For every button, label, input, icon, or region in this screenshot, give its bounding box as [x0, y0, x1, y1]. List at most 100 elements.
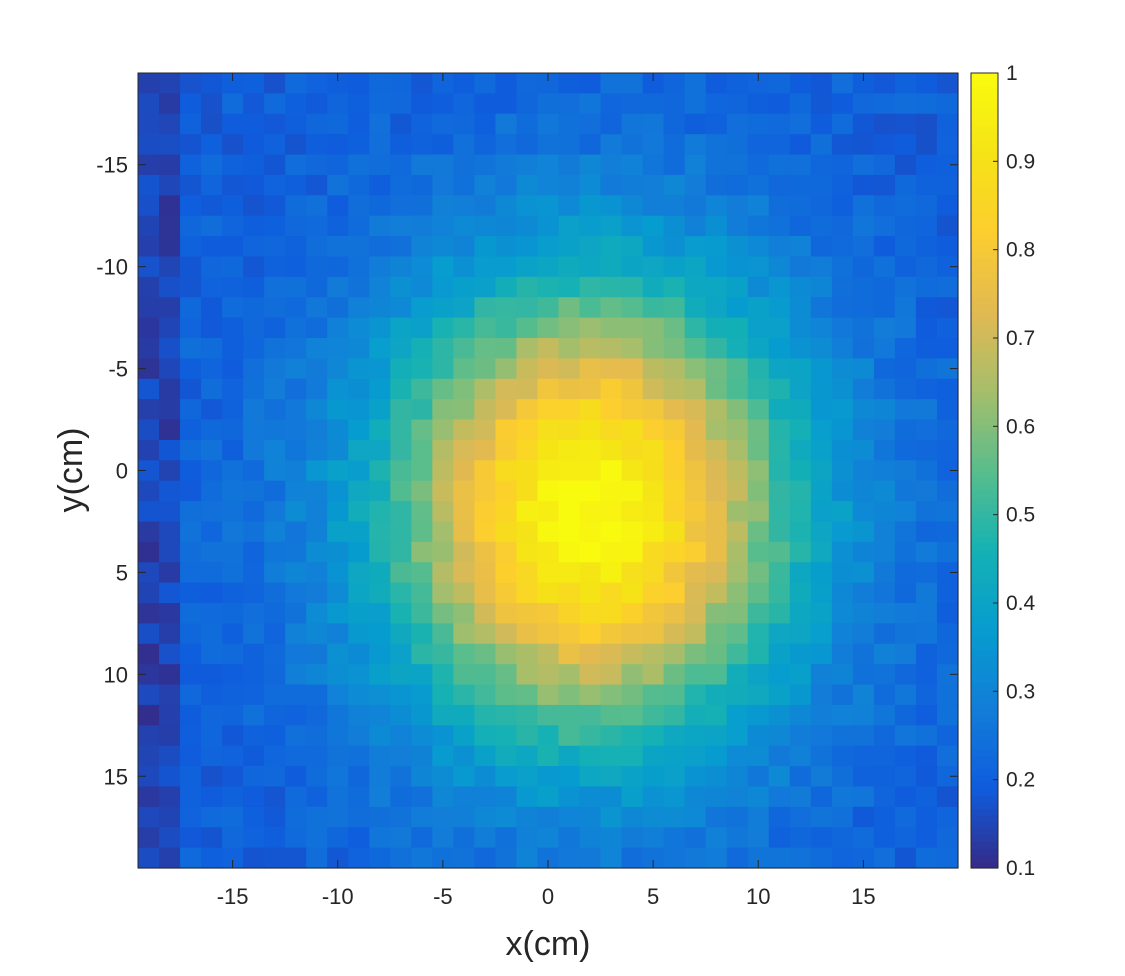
- heatmap-cell: [495, 643, 518, 665]
- colorbar-segment: [971, 251, 998, 260]
- heatmap-cell: [432, 541, 454, 563]
- heatmap-cell: [222, 174, 244, 196]
- heatmap-cell: [642, 541, 665, 563]
- heatmap-cell: [621, 195, 644, 217]
- heatmap-cell: [915, 297, 938, 319]
- heatmap-cell: [768, 480, 791, 502]
- heatmap-cell: [558, 501, 581, 523]
- heatmap-cell: [348, 73, 370, 94]
- heatmap-cell: [327, 154, 349, 176]
- heatmap-cell: [726, 704, 749, 726]
- heatmap-cell: [306, 582, 328, 604]
- heatmap-cell: [873, 419, 896, 441]
- heatmap-cell: [663, 276, 686, 298]
- heatmap-cell: [264, 276, 286, 298]
- heatmap-cell: [243, 562, 265, 584]
- colorbar-segment: [971, 285, 998, 293]
- heatmap-cell: [579, 521, 602, 543]
- heatmap-cell: [411, 623, 433, 645]
- heatmap-cell: [285, 501, 307, 523]
- heatmap-cell: [600, 113, 623, 135]
- heatmap-cell: [432, 297, 454, 319]
- heatmap-cell: [306, 664, 328, 686]
- heatmap-cell: [453, 603, 476, 624]
- heatmap-cell: [789, 684, 812, 706]
- heatmap-cell: [600, 439, 623, 461]
- colorbar-segment: [971, 563, 998, 571]
- heatmap-cell: [726, 480, 749, 502]
- heatmap-cell: [243, 338, 265, 359]
- heatmap-cell: [747, 358, 770, 380]
- heatmap-cell: [663, 827, 686, 849]
- heatmap-cell: [348, 358, 370, 380]
- heatmap-cell: [936, 806, 959, 828]
- heatmap-cell: [558, 113, 581, 135]
- heatmap-cell: [348, 501, 370, 523]
- heatmap-cell: [810, 93, 833, 115]
- heatmap-cell: [558, 827, 581, 849]
- heatmap-cell: [432, 582, 454, 604]
- heatmap-cell: [390, 358, 412, 380]
- heatmap-cell: [663, 643, 686, 665]
- heatmap-cell: [684, 643, 707, 665]
- heatmap-cell: [600, 603, 623, 624]
- heatmap-cell: [327, 73, 349, 94]
- heatmap-cell: [285, 195, 307, 217]
- heatmap-cell: [495, 501, 518, 523]
- heatmap-cell: [264, 358, 286, 380]
- heatmap-cell: [474, 745, 497, 767]
- heatmap-cell: [432, 684, 454, 706]
- heatmap-cell: [705, 541, 728, 563]
- heatmap-cell: [684, 297, 707, 319]
- heatmap-cell: [642, 215, 665, 237]
- heatmap-cell: [159, 215, 181, 237]
- heatmap-cell: [579, 827, 602, 849]
- heatmap-cell: [768, 725, 791, 747]
- heatmap-cell: [159, 113, 181, 135]
- colorbar-segment: [971, 569, 998, 578]
- heatmap-cell: [138, 664, 160, 686]
- heatmap-cell: [264, 745, 286, 767]
- heatmap-cell: [495, 215, 518, 237]
- heatmap-cell: [558, 419, 581, 441]
- heatmap-cell: [285, 827, 307, 849]
- heatmap-cell: [852, 358, 875, 380]
- heatmap-cell: [579, 297, 602, 319]
- heatmap-cell: [327, 704, 349, 726]
- heatmap-cell: [936, 93, 959, 115]
- heatmap-cell: [936, 134, 959, 156]
- heatmap-cell: [264, 786, 286, 808]
- heatmap-cell: [894, 358, 917, 380]
- heatmap-cell: [684, 256, 707, 278]
- heatmap-cell: [663, 623, 686, 645]
- colorbar-segment: [971, 709, 998, 717]
- heatmap-cell: [285, 704, 307, 726]
- heatmap-cell: [537, 725, 560, 747]
- heatmap-cell: [201, 73, 223, 94]
- heatmap-cell: [558, 806, 581, 828]
- heatmap-cell: [726, 786, 749, 808]
- heatmap-cell: [201, 847, 223, 869]
- heatmap-cell: [705, 399, 728, 421]
- heatmap-cell: [705, 480, 728, 502]
- heatmap-cell: [369, 745, 391, 767]
- heatmap-cell: [138, 480, 160, 502]
- colorbar-segment: [971, 556, 998, 564]
- heatmap-cell: [180, 623, 202, 645]
- heatmap-cell: [726, 134, 749, 156]
- heatmap-cell: [852, 806, 875, 828]
- heatmap-cell: [264, 317, 286, 339]
- heatmap-cell: [516, 806, 539, 828]
- heatmap-cell: [663, 786, 686, 808]
- heatmap-cell: [390, 806, 412, 828]
- heatmap-cell: [537, 766, 560, 788]
- heatmap-cell: [201, 338, 223, 359]
- heatmap-cell: [327, 684, 349, 706]
- heatmap-cell: [558, 664, 581, 686]
- heatmap-cell: [264, 154, 286, 176]
- y-tick-label: -15: [96, 153, 128, 178]
- heatmap-cell: [516, 236, 539, 258]
- heatmap-cell: [243, 93, 265, 115]
- heatmap-cell: [474, 73, 497, 94]
- heatmap-cell: [453, 358, 476, 380]
